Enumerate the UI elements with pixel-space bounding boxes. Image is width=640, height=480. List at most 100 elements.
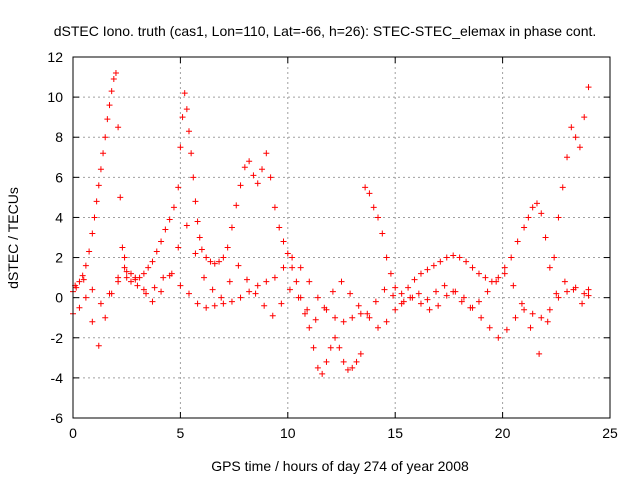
- data-point: [542, 234, 549, 241]
- data-point: [581, 290, 588, 297]
- data-point: [332, 314, 339, 321]
- data-point: [95, 342, 102, 349]
- data-point: [304, 306, 311, 313]
- y-axis-label: dSTEC / TECUs: [5, 187, 21, 289]
- data-point: [495, 274, 502, 281]
- data-point: [194, 218, 201, 225]
- data-point: [570, 286, 577, 293]
- data-point: [196, 234, 203, 241]
- data-point: [123, 274, 130, 281]
- data-point: [261, 302, 268, 309]
- data-point: [417, 300, 424, 307]
- data-point: [585, 84, 592, 91]
- data-point: [254, 282, 261, 289]
- data-point: [162, 226, 169, 233]
- data-point: [456, 254, 463, 261]
- data-point: [175, 244, 182, 251]
- data-point: [424, 266, 431, 273]
- chart-title: dSTEC Iono. truth (cas1, Lon=110, Lat=-6…: [54, 23, 597, 39]
- data-point: [243, 276, 250, 283]
- data-point: [564, 288, 571, 295]
- data-point: [398, 290, 405, 297]
- data-point: [484, 288, 491, 295]
- data-point: [228, 224, 235, 231]
- data-point: [132, 274, 139, 281]
- data-point: [102, 314, 109, 321]
- data-point: [237, 294, 244, 301]
- data-point: [89, 318, 96, 325]
- x-tick-label: 5: [177, 425, 185, 441]
- data-point: [336, 344, 343, 351]
- data-point: [364, 310, 371, 317]
- data-point: [226, 278, 233, 285]
- data-point: [493, 278, 500, 285]
- y-tick-label: 2: [55, 250, 63, 266]
- data-point: [312, 316, 319, 323]
- data-point: [143, 290, 150, 297]
- data-point: [188, 150, 195, 157]
- series-3: [72, 222, 592, 357]
- data-point: [536, 350, 543, 357]
- data-point: [121, 264, 128, 271]
- data-point: [106, 102, 113, 109]
- axis-ticks: 0 5 10 15 20 25 -6 -4 -2 0 2 4 6 8 10 12: [47, 49, 618, 441]
- data-point: [340, 358, 347, 365]
- data-point: [95, 182, 102, 189]
- data-point: [357, 350, 364, 357]
- data-point: [76, 304, 83, 311]
- data-point: [353, 358, 360, 365]
- data-point: [576, 144, 583, 151]
- data-point: [551, 254, 558, 261]
- data-point: [510, 282, 517, 289]
- data-point: [80, 276, 87, 283]
- data-point: [486, 324, 493, 331]
- plot-frame: [72, 56, 611, 419]
- data-point: [469, 264, 476, 271]
- data-point: [185, 128, 192, 135]
- data-point: [482, 274, 489, 281]
- data-point: [475, 270, 482, 277]
- data-point: [127, 270, 134, 277]
- data-point: [108, 88, 115, 95]
- data-point: [546, 264, 553, 271]
- data-point: [246, 158, 253, 165]
- data-point: [450, 252, 457, 259]
- series-layer: [70, 70, 592, 377]
- data-point: [271, 204, 278, 211]
- data-point: [220, 300, 227, 307]
- data-point: [183, 106, 190, 113]
- data-point: [581, 114, 588, 121]
- data-point: [93, 198, 100, 205]
- data-point: [140, 270, 147, 277]
- data-point: [140, 286, 147, 293]
- data-point: [362, 184, 369, 191]
- x-tick-label: 25: [602, 425, 618, 441]
- y-tick-label: -6: [51, 410, 64, 426]
- data-point: [194, 300, 201, 307]
- data-point: [546, 306, 553, 313]
- data-point: [198, 246, 205, 253]
- data-point: [192, 250, 199, 257]
- y-tick-label: 12: [47, 49, 63, 65]
- data-point: [383, 318, 390, 325]
- data-point: [518, 300, 525, 307]
- data-point: [338, 278, 345, 285]
- data-point: [340, 318, 347, 325]
- data-point: [160, 274, 167, 281]
- data-point: [463, 258, 470, 265]
- data-point: [286, 286, 293, 293]
- data-point: [478, 314, 485, 321]
- data-point: [349, 364, 356, 371]
- data-point: [321, 304, 328, 311]
- data-point: [314, 294, 321, 301]
- data-point: [411, 276, 418, 283]
- data-point: [267, 174, 274, 181]
- x-tick-label: 15: [387, 425, 403, 441]
- data-point: [233, 202, 240, 209]
- data-point: [179, 114, 186, 121]
- data-point: [207, 258, 214, 265]
- data-point: [443, 254, 450, 261]
- data-point: [460, 294, 467, 301]
- data-point: [521, 306, 528, 313]
- data-point: [306, 278, 313, 285]
